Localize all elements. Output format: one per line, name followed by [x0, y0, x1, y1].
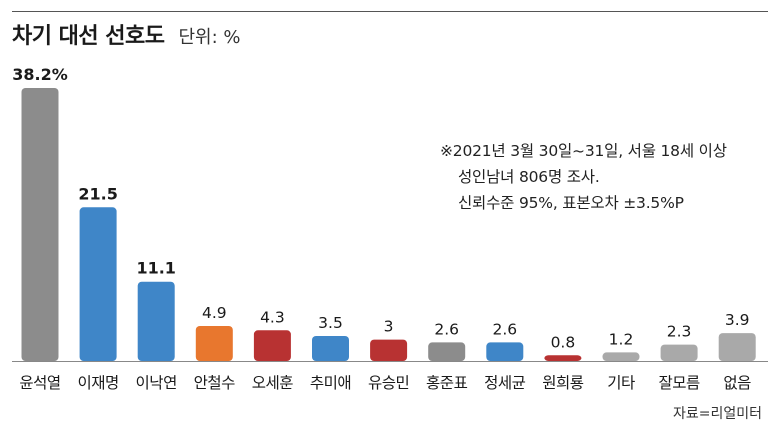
category-label: 윤석열	[19, 374, 60, 392]
note-line-3: 신뢰수준 95%, 표본오차 ±3.5%P	[458, 194, 684, 212]
bar-홍준표	[428, 342, 466, 361]
category-label: 기타	[607, 374, 635, 392]
bar-윤석열	[21, 88, 59, 361]
category-label: 이재명	[77, 374, 118, 392]
category-label: 안철수	[194, 374, 236, 392]
category-label: 오세훈	[252, 374, 294, 392]
value-label: 4.3	[260, 308, 285, 326]
bar-추미애	[312, 336, 349, 361]
bar-기타	[602, 352, 640, 361]
unit-label: 단위: %	[178, 27, 241, 48]
survey-note: ※2021년 3월 30일~31일, 서울 18세 이상 성인남녀 806명 조…	[440, 138, 727, 216]
bar-잘모름	[660, 344, 698, 361]
value-label: 21.5	[78, 184, 117, 203]
chart-header: 차기 대선 선호도 단위: %	[12, 18, 241, 50]
value-label: 3.9	[725, 311, 750, 329]
value-label: 0.8	[551, 333, 576, 351]
bar-이재명	[79, 207, 117, 361]
value-label: 3	[384, 318, 394, 336]
source-credit: 자료=리얼미터	[672, 406, 762, 422]
bar-오세훈	[253, 330, 291, 361]
category-label: 없음	[723, 374, 751, 392]
value-label: 11.1	[136, 259, 175, 278]
value-label: 2.6	[492, 320, 517, 338]
category-label: 홍준표	[426, 374, 468, 392]
value-label: 4.9	[202, 304, 227, 322]
bars-group: 38.2% 윤석열 21.5 이재명 11.1 이낙연 4.9 안철수 4.3 오세훈 3.5 추미애…	[12, 65, 756, 392]
bar-안철수	[195, 326, 233, 361]
value-label: 2.3	[667, 323, 692, 341]
category-label: 추미애	[310, 374, 351, 392]
chart-title: 차기 대선 선호도	[12, 24, 165, 49]
bar-없음	[718, 333, 756, 361]
note-line-1: ※2021년 3월 30일~31일, 서울 18세 이상	[440, 142, 727, 160]
top-rule	[12, 11, 768, 12]
value-label: 1.2	[609, 330, 634, 348]
bar-원희룡	[544, 355, 582, 361]
category-label: 원희룡	[542, 374, 584, 392]
category-label: 잘모름	[658, 374, 700, 392]
category-label: 정세균	[484, 374, 526, 392]
category-label: 이낙연	[136, 374, 177, 392]
value-label: 38.2%	[12, 65, 68, 84]
bar-정세균	[486, 342, 524, 361]
bar-chart: 38.2% 윤석열 21.5 이재명 11.1 이낙연 4.9 안철수 4.3 오세훈 3.5 추미애…	[12, 65, 768, 392]
bar-이낙연	[137, 281, 175, 361]
value-label: 2.6	[434, 320, 459, 338]
value-label: 3.5	[318, 314, 343, 332]
bar-유승민	[370, 339, 408, 361]
category-label: 유승민	[368, 374, 409, 392]
note-line-2: 성인남녀 806명 조사.	[458, 168, 600, 186]
